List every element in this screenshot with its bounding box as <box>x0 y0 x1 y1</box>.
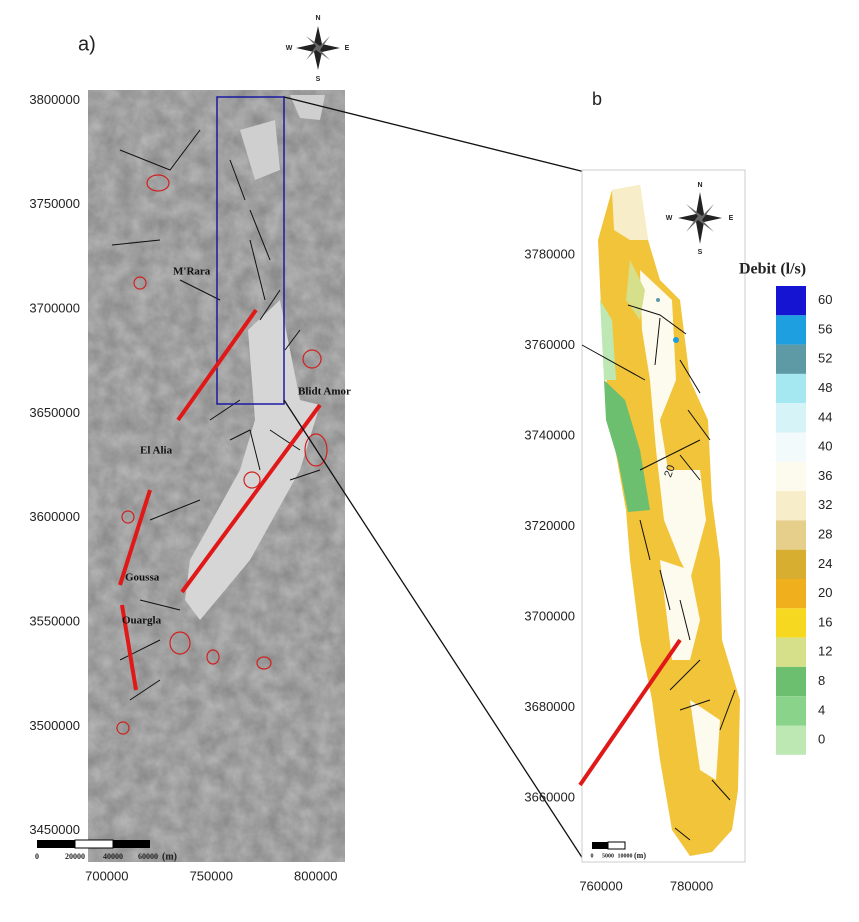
compass-label: W <box>286 45 293 52</box>
legend-label: 12 <box>818 644 832 659</box>
compass-label: E <box>345 45 350 52</box>
scale-label: 40000 <box>103 852 123 861</box>
compass-label: W <box>666 215 673 222</box>
x-tick-label: 700000 <box>85 868 128 883</box>
legend-swatch <box>776 696 806 725</box>
panel-label: a) <box>78 33 96 55</box>
legend-label: 16 <box>818 614 832 629</box>
x-tick-label: 780000 <box>670 878 713 893</box>
legend-swatch <box>776 550 806 579</box>
panel-label: b <box>592 89 602 109</box>
legend-label: 36 <box>818 468 832 483</box>
x-tick-label: 750000 <box>190 868 233 883</box>
y-tick-label: 3700000 <box>29 301 80 316</box>
legend-label: 44 <box>818 409 832 424</box>
compass-label: N <box>697 182 702 189</box>
scale-label: 0 <box>591 853 594 859</box>
legend-title: Debit (l/s) <box>739 261 806 278</box>
y-tick-label: 3750000 <box>29 196 80 211</box>
debit-zone <box>673 337 679 343</box>
legend-label: 24 <box>818 556 832 571</box>
place-name: El Alia <box>140 445 173 457</box>
scale-bar <box>37 840 75 848</box>
legend-swatch <box>776 520 806 549</box>
scale-unit: (m) <box>162 851 177 862</box>
legend-label: 4 <box>818 702 825 717</box>
legend-label: 48 <box>818 380 832 395</box>
y-tick-label: 3650000 <box>29 405 80 420</box>
compass-label: S <box>698 249 703 256</box>
legend-swatch <box>776 286 806 315</box>
legend-swatch <box>776 608 806 637</box>
compass-label: E <box>729 215 734 222</box>
y-tick-label: 3700000 <box>524 609 575 624</box>
legend-label: 60 <box>818 292 832 307</box>
scale-bar <box>592 842 608 849</box>
legend-swatch <box>776 433 806 462</box>
scale-bar <box>113 840 150 848</box>
y-tick-label: 3500000 <box>29 718 80 733</box>
legend-swatch <box>776 374 806 403</box>
legend-swatch <box>776 491 806 520</box>
legend-swatch <box>776 579 806 608</box>
y-tick-label: 3740000 <box>524 428 575 443</box>
legend-swatch <box>776 667 806 696</box>
figure: M'Rara Blidt Amor El Alia Goussa Ouargla… <box>0 0 859 922</box>
legend-swatch <box>776 403 806 432</box>
scale-bar <box>75 840 113 848</box>
scale-unit: (m) <box>634 851 646 860</box>
scale-label: 20000 <box>65 852 85 861</box>
legend-label: 52 <box>818 351 832 366</box>
compass-label: S <box>316 76 321 83</box>
y-tick-label: 3680000 <box>524 699 575 714</box>
legend-label: 56 <box>818 321 832 336</box>
legend-label: 40 <box>818 439 832 454</box>
scale-label: 0 <box>35 852 39 861</box>
y-tick-label: 3450000 <box>29 822 80 837</box>
legend-swatch <box>776 726 806 755</box>
place-name: Ouargla <box>122 615 162 627</box>
debit-zone <box>656 298 660 302</box>
legend-label: 32 <box>818 497 832 512</box>
legend-swatch <box>776 462 806 491</box>
place-name: Blidt Amor <box>298 386 351 398</box>
scale-label: 5000 <box>602 853 614 859</box>
y-tick-label: 3600000 <box>29 509 80 524</box>
y-tick-label: 3550000 <box>29 613 80 628</box>
legend-swatch <box>776 638 806 667</box>
y-tick-label: 3760000 <box>524 337 575 352</box>
legend-label: 20 <box>818 585 832 600</box>
legend-label: 28 <box>818 526 832 541</box>
legend-swatch <box>776 315 806 344</box>
legend-label: 0 <box>818 732 825 747</box>
scale-label: 60000 <box>138 852 158 861</box>
place-name: Goussa <box>125 572 160 584</box>
legend-label: 8 <box>818 673 825 688</box>
y-tick-label: 3660000 <box>524 790 575 805</box>
x-tick-label: 800000 <box>294 868 337 883</box>
y-tick-label: 3720000 <box>524 518 575 533</box>
y-tick-label: 3780000 <box>524 247 575 262</box>
x-tick-label: 760000 <box>579 878 622 893</box>
y-tick-label: 3800000 <box>29 92 80 107</box>
legend-swatch <box>776 345 806 374</box>
compass-label: N <box>315 15 320 22</box>
scale-bar <box>608 842 625 849</box>
scale-label: 10000 <box>618 853 633 859</box>
place-name: M'Rara <box>173 266 211 278</box>
